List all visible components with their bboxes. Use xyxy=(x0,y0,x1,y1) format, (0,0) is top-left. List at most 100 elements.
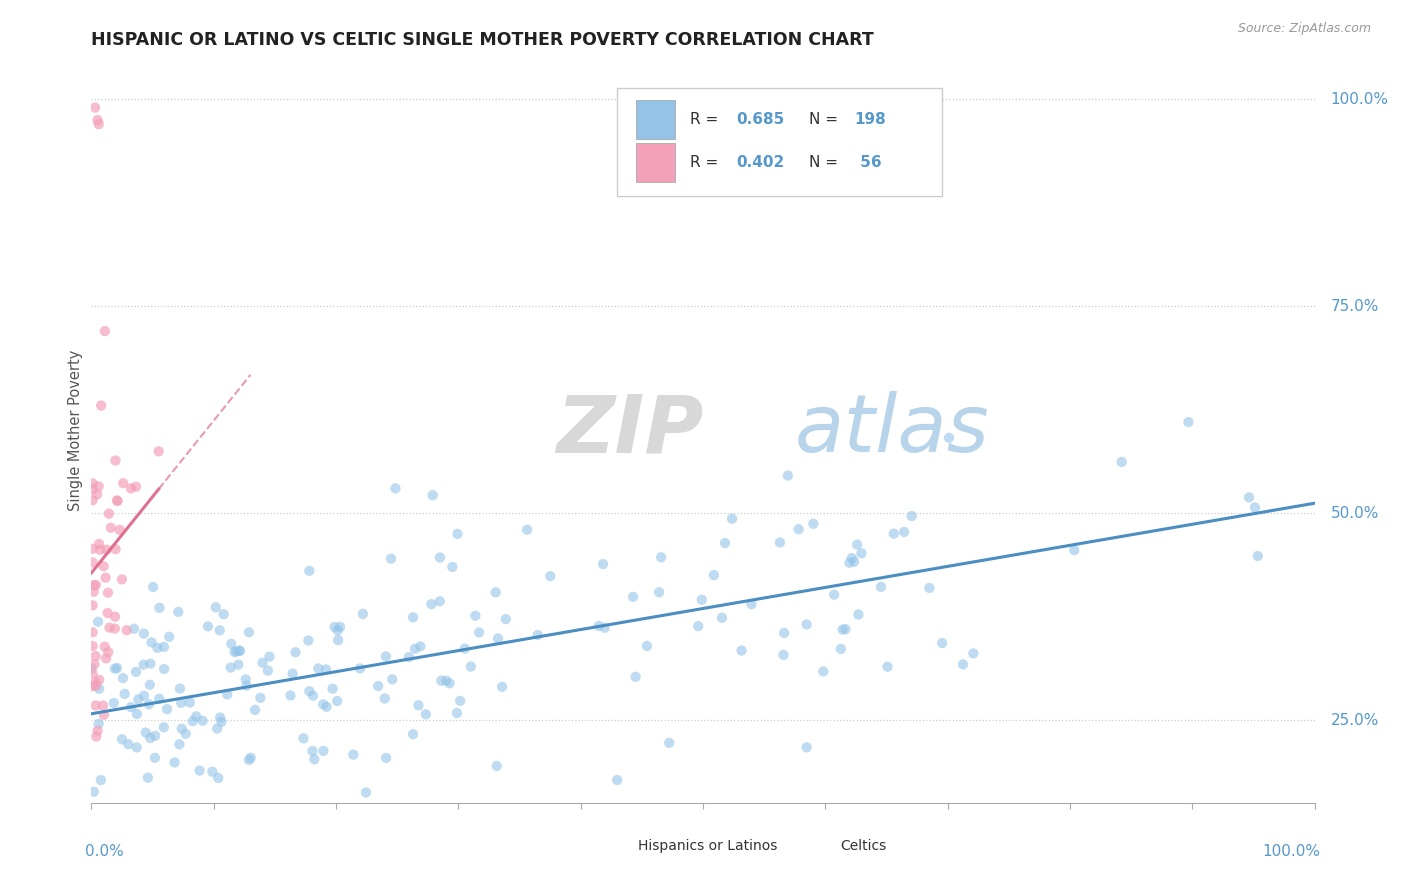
Text: 50.0%: 50.0% xyxy=(1330,506,1379,521)
Point xyxy=(217,687,239,701)
Point xyxy=(82,556,104,570)
Point xyxy=(201,764,224,779)
Point xyxy=(229,644,252,658)
Point xyxy=(326,694,349,708)
Point xyxy=(446,527,468,541)
Point xyxy=(169,681,191,696)
Point xyxy=(97,606,120,620)
Text: 198: 198 xyxy=(855,112,886,128)
Point xyxy=(329,620,352,634)
Point xyxy=(82,625,104,640)
Point xyxy=(84,649,107,664)
Point xyxy=(893,524,915,539)
Point xyxy=(80,661,103,675)
Point xyxy=(485,759,508,773)
Point xyxy=(307,661,329,675)
Point xyxy=(86,723,108,738)
Point xyxy=(87,117,110,131)
Point xyxy=(1177,415,1199,429)
Point xyxy=(844,555,866,569)
Text: Hispanics or Latinos: Hispanics or Latinos xyxy=(638,839,778,853)
Point xyxy=(142,580,165,594)
Point xyxy=(86,487,108,501)
Text: 0.0%: 0.0% xyxy=(86,844,124,859)
Point xyxy=(82,541,104,556)
Point xyxy=(315,699,337,714)
Text: 100.0%: 100.0% xyxy=(1330,92,1389,107)
Point xyxy=(132,689,155,703)
Text: 100.0%: 100.0% xyxy=(1263,844,1320,859)
Point xyxy=(238,625,260,640)
Point xyxy=(94,817,117,831)
Point xyxy=(139,657,162,671)
Text: HISPANIC OR LATINO VS CELTIC SINGLE MOTHER POVERTY CORRELATION CHART: HISPANIC OR LATINO VS CELTIC SINGLE MOTH… xyxy=(91,31,875,49)
Point xyxy=(127,692,149,706)
Point xyxy=(284,645,307,659)
Point xyxy=(420,597,443,611)
Point xyxy=(143,751,166,765)
Point xyxy=(714,536,737,550)
Point xyxy=(97,586,120,600)
Text: R =: R = xyxy=(689,154,718,169)
Point xyxy=(298,564,321,578)
Point xyxy=(114,687,136,701)
Point xyxy=(900,509,922,524)
Point xyxy=(125,740,148,755)
Point xyxy=(111,732,134,747)
Point xyxy=(876,659,898,673)
Point xyxy=(204,600,226,615)
Point xyxy=(1111,455,1133,469)
Point xyxy=(212,607,235,622)
Point xyxy=(87,615,110,629)
Point xyxy=(349,661,371,675)
Point xyxy=(464,608,486,623)
Point xyxy=(135,725,157,739)
FancyBboxPatch shape xyxy=(605,837,633,855)
Point xyxy=(239,751,262,765)
Point xyxy=(281,666,304,681)
Text: 25.0%: 25.0% xyxy=(1330,713,1379,728)
Text: R =: R = xyxy=(689,112,718,128)
Point xyxy=(1247,549,1270,563)
Point xyxy=(228,643,250,657)
Point xyxy=(211,714,233,729)
Text: N =: N = xyxy=(810,112,838,128)
Point xyxy=(111,671,134,685)
Point xyxy=(380,551,402,566)
Text: Celtics: Celtics xyxy=(839,839,886,853)
Point xyxy=(97,507,120,521)
Point xyxy=(83,785,105,799)
Point xyxy=(938,431,960,445)
Point xyxy=(84,578,107,592)
Point xyxy=(84,679,107,693)
Point xyxy=(769,535,792,549)
Point xyxy=(87,479,110,493)
Point xyxy=(181,714,204,728)
Point xyxy=(1063,543,1085,558)
Point xyxy=(82,599,104,613)
Point xyxy=(446,706,468,720)
Point xyxy=(105,493,128,508)
Point xyxy=(125,706,148,721)
Point xyxy=(219,637,242,651)
Point xyxy=(228,657,250,672)
Point xyxy=(169,737,191,751)
Point xyxy=(153,662,176,676)
Point xyxy=(460,659,482,673)
Point xyxy=(408,698,430,713)
Point xyxy=(429,550,451,565)
Point xyxy=(104,622,127,636)
Point xyxy=(148,600,170,615)
Point xyxy=(280,689,302,703)
Point xyxy=(347,816,370,830)
Point xyxy=(186,709,208,723)
Point xyxy=(593,621,616,635)
Point xyxy=(84,674,107,689)
Point xyxy=(139,678,162,692)
Point xyxy=(179,696,201,710)
Point xyxy=(606,772,628,787)
Point xyxy=(93,559,115,574)
Point xyxy=(870,580,893,594)
Point xyxy=(402,727,425,741)
Point xyxy=(297,633,319,648)
